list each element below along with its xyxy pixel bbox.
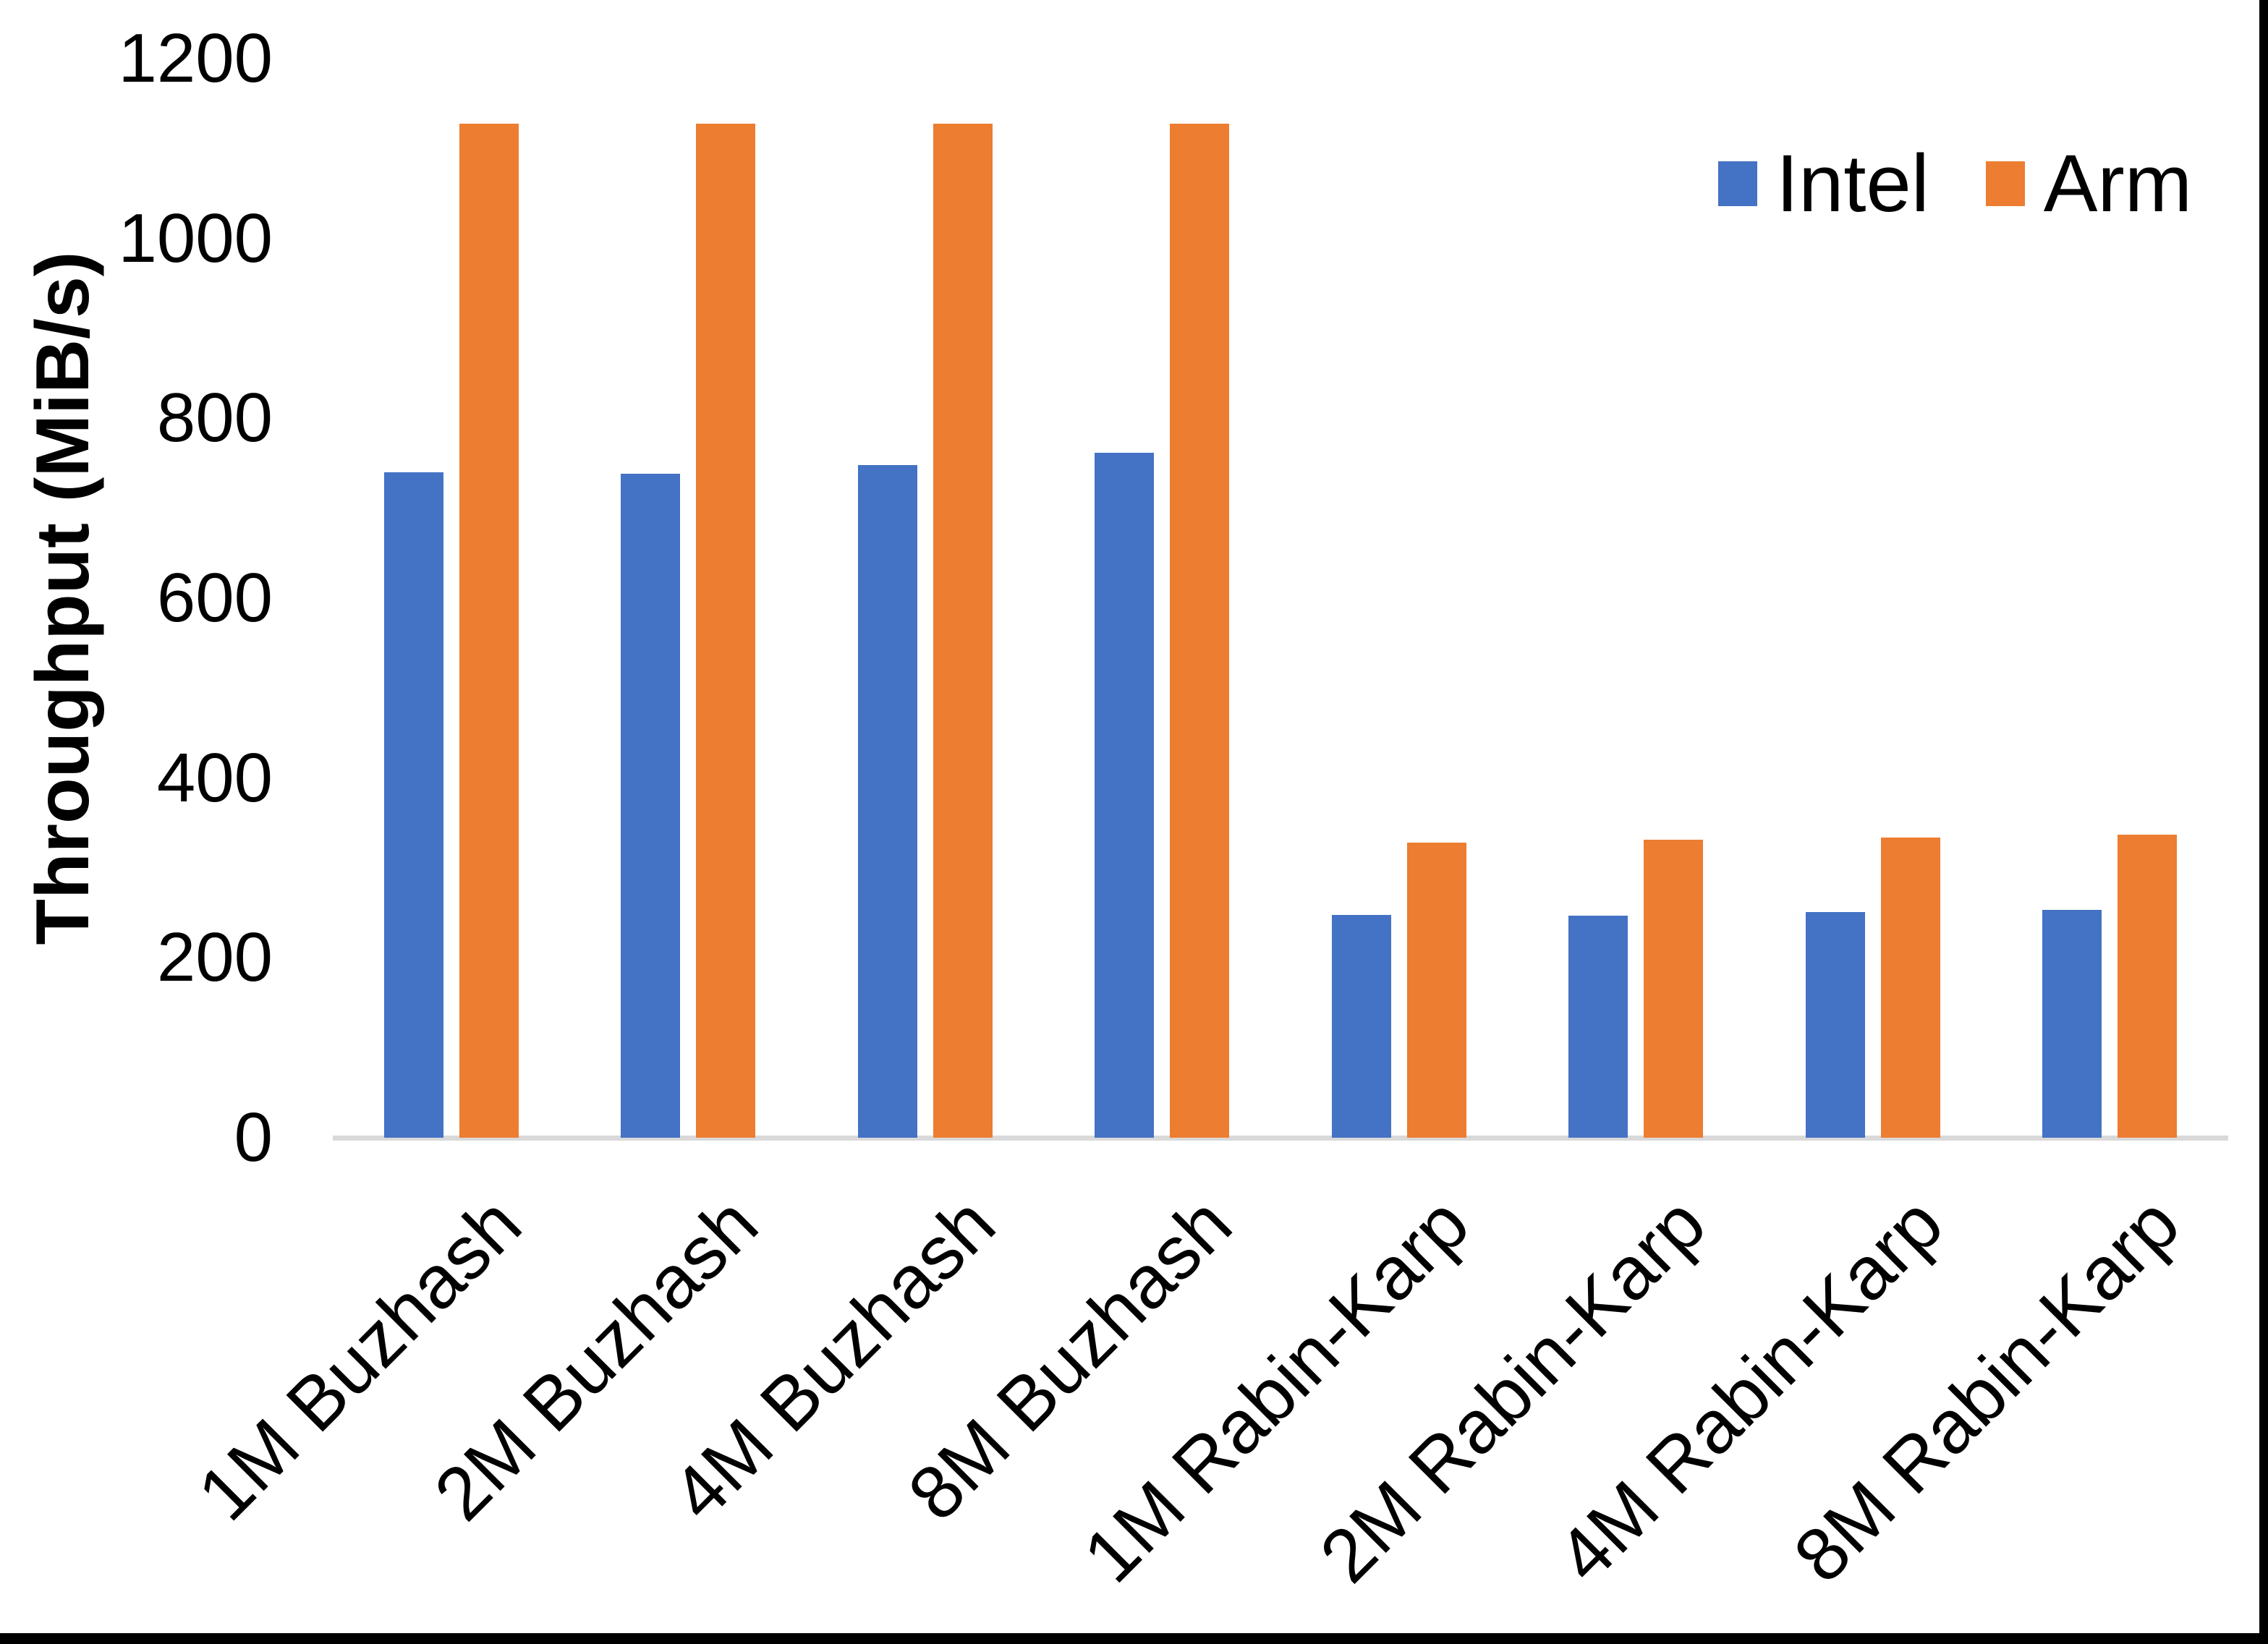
intel-bar	[621, 474, 681, 1138]
y-tick-label: 400	[156, 738, 273, 817]
arm-legend-swatch-icon	[1985, 161, 2025, 206]
y-tick-label: 1000	[118, 199, 273, 277]
legend-label: Arm	[2043, 138, 2192, 229]
arm-bar	[1170, 123, 1230, 1138]
intel-bar	[1805, 911, 1865, 1138]
window-edge-right	[2259, 0, 2268, 1644]
intel-bar	[1331, 914, 1391, 1138]
y-tick-label: 200	[156, 919, 273, 997]
arm-bar	[696, 123, 756, 1138]
intel-bar	[1095, 452, 1155, 1138]
arm-bar	[933, 123, 993, 1138]
arm-bar	[2118, 834, 2178, 1138]
arm-bar	[1644, 840, 1704, 1138]
legend: Intel Arm	[1718, 143, 2192, 224]
arm-bar	[1406, 843, 1466, 1138]
intel-bar	[857, 464, 917, 1138]
y-tick-label: 1200	[118, 20, 273, 97]
legend-label: Intel	[1776, 138, 1929, 229]
intel-bar	[2042, 910, 2102, 1138]
window-edge-bottom	[0, 1633, 2268, 1644]
y-tick-label: 600	[156, 559, 273, 636]
intel-bar	[1568, 915, 1628, 1138]
x-category-label: 1M Buzhash	[182, 1181, 538, 1537]
arm-bar	[459, 123, 519, 1138]
intel-bar	[383, 472, 443, 1138]
legend-item-arm: Arm	[1985, 138, 2192, 229]
arm-bar	[1880, 837, 1940, 1138]
y-tick-label: 800	[156, 379, 273, 457]
intel-legend-swatch-icon	[1718, 161, 1757, 206]
y-tick-label: 0	[234, 1099, 273, 1176]
x-axis-line	[333, 1136, 2228, 1141]
legend-item-intel: Intel	[1718, 143, 1929, 224]
